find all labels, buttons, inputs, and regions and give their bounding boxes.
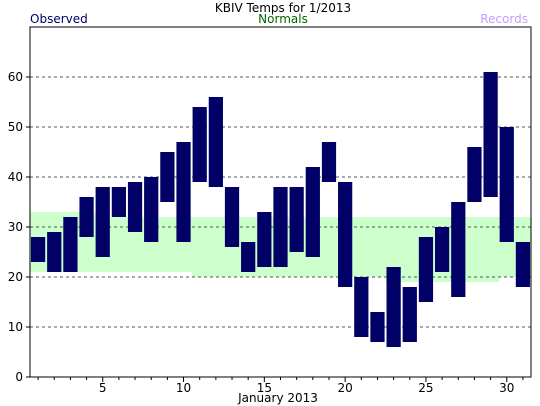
observed-bar-day-10 [176, 142, 191, 242]
observed-bar-day-5 [95, 187, 110, 257]
normal-range-day-28 [466, 217, 484, 282]
observed-bar-day-1 [30, 237, 46, 262]
x-tick-label-25: 25 [418, 381, 433, 395]
legend-records: Records [480, 12, 528, 26]
observed-bar-day-13 [224, 187, 240, 247]
observed-bar-day-22 [370, 312, 385, 342]
axes: 0 10 20 30 40 50 60 5 10 15 20 25 30 [8, 70, 524, 395]
observed-bar-day-18 [305, 167, 320, 257]
y-tick-label-30: 30 [8, 220, 23, 234]
normal-range-day-12 [207, 217, 225, 277]
normal-range-day-11 [191, 217, 209, 277]
observed-bar-day-23 [386, 267, 401, 347]
observed-bar-day-9 [160, 152, 175, 202]
normal-range-day-9 [159, 217, 177, 272]
normal-range-day-22 [369, 217, 387, 277]
legend-normals: Normals [258, 12, 308, 26]
observed-bar-day-6 [111, 187, 126, 217]
normal-range-day-24 [401, 217, 419, 282]
y-tick-label-60: 60 [8, 70, 23, 84]
normal-range-day-6 [110, 217, 128, 272]
legend-observed: Observed [30, 12, 88, 26]
observed-bar-day-14 [241, 242, 256, 272]
observed-bar-day-31 [515, 242, 531, 287]
observed-bar-day-3 [63, 217, 78, 272]
normal-range-day-21 [353, 217, 370, 277]
observed-bar-day-28 [467, 147, 482, 202]
y-tick-label-10: 10 [8, 320, 23, 334]
observed-bar-day-17 [289, 187, 304, 252]
observed-bar-day-19 [321, 142, 337, 182]
observed-bar-day-8 [144, 177, 159, 242]
observed-bar-day-29 [483, 72, 498, 197]
observed-bar-day-2 [47, 232, 62, 272]
observed-bar-day-11 [192, 107, 207, 182]
observed-bar-day-15 [257, 212, 272, 267]
x-tick-label-20: 20 [338, 381, 353, 395]
chart-title: KBIV Temps for 1/2013 [215, 1, 351, 15]
x-tick-label-10: 10 [176, 381, 191, 395]
normal-range-day-23 [385, 217, 403, 282]
x-tick-label-15: 15 [257, 381, 272, 395]
observed-bar-day-26 [435, 227, 450, 272]
normal-range-day-19 [320, 217, 338, 277]
observed-bar-day-25 [418, 237, 434, 302]
x-axis-label: January 2013 [237, 391, 318, 405]
observed-bar-day-20 [338, 182, 353, 287]
observed-bar-day-27 [451, 202, 466, 297]
y-tick-label-20: 20 [8, 270, 23, 284]
observed-bar-day-30 [499, 127, 514, 242]
y-tick-label-0: 0 [15, 370, 23, 384]
observed-bar-day-16 [273, 187, 288, 267]
observed-bar-day-24 [402, 287, 417, 342]
x-tick-label-5: 5 [99, 381, 107, 395]
observed-bar-day-4 [79, 197, 94, 237]
observed-bar-day-7 [127, 182, 143, 232]
y-tick-label-40: 40 [8, 170, 23, 184]
x-tick-label-30: 30 [499, 381, 514, 395]
observed-bar-day-12 [208, 97, 223, 187]
normal-range-day-29 [482, 217, 500, 282]
y-tick-label-50: 50 [8, 120, 23, 134]
observed-bar-day-21 [354, 277, 369, 337]
observed-bars [30, 72, 531, 347]
